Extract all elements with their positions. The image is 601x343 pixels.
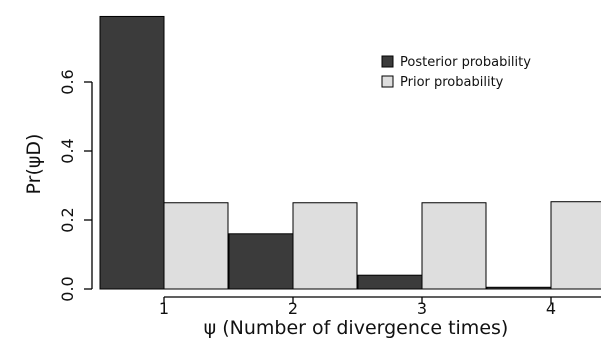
x-tick-label: 3 (417, 299, 427, 318)
y-tick-label: 0.4 (58, 138, 77, 163)
bar-prior-2 (292, 202, 358, 290)
x-axis: 1 2 3 4 (159, 296, 601, 318)
x-tick-label: 1 (159, 299, 169, 318)
bar-posterior-4 (486, 286, 552, 290)
y-tick-label: 0.6 (58, 69, 77, 94)
x-axis-label: ψ (Number of divergence times) (204, 317, 509, 339)
y-tick-label: 0.2 (58, 207, 77, 232)
bar-prior-3 (421, 202, 487, 290)
bars-group (99, 15, 601, 290)
bar-prior-4 (550, 201, 601, 290)
legend-swatch (381, 75, 394, 88)
x-tick-label: 4 (546, 299, 556, 318)
y-tick-label: 0.0 (58, 276, 77, 301)
bar-posterior-3 (357, 274, 423, 290)
legend-label: Posterior probability (400, 55, 531, 70)
legend: Posterior probability Prior probability (381, 55, 531, 90)
legend-swatch (381, 55, 394, 68)
bar-posterior-1 (99, 15, 165, 290)
y-axis-label: Pr(ψD) (23, 134, 45, 195)
legend-label: Prior probability (400, 75, 504, 90)
x-tick-label: 2 (288, 299, 298, 318)
y-axis: 0.0 0.2 0.4 0.6 (58, 69, 93, 302)
bar-prior-1 (163, 202, 229, 290)
bar-posterior-2 (228, 233, 294, 290)
